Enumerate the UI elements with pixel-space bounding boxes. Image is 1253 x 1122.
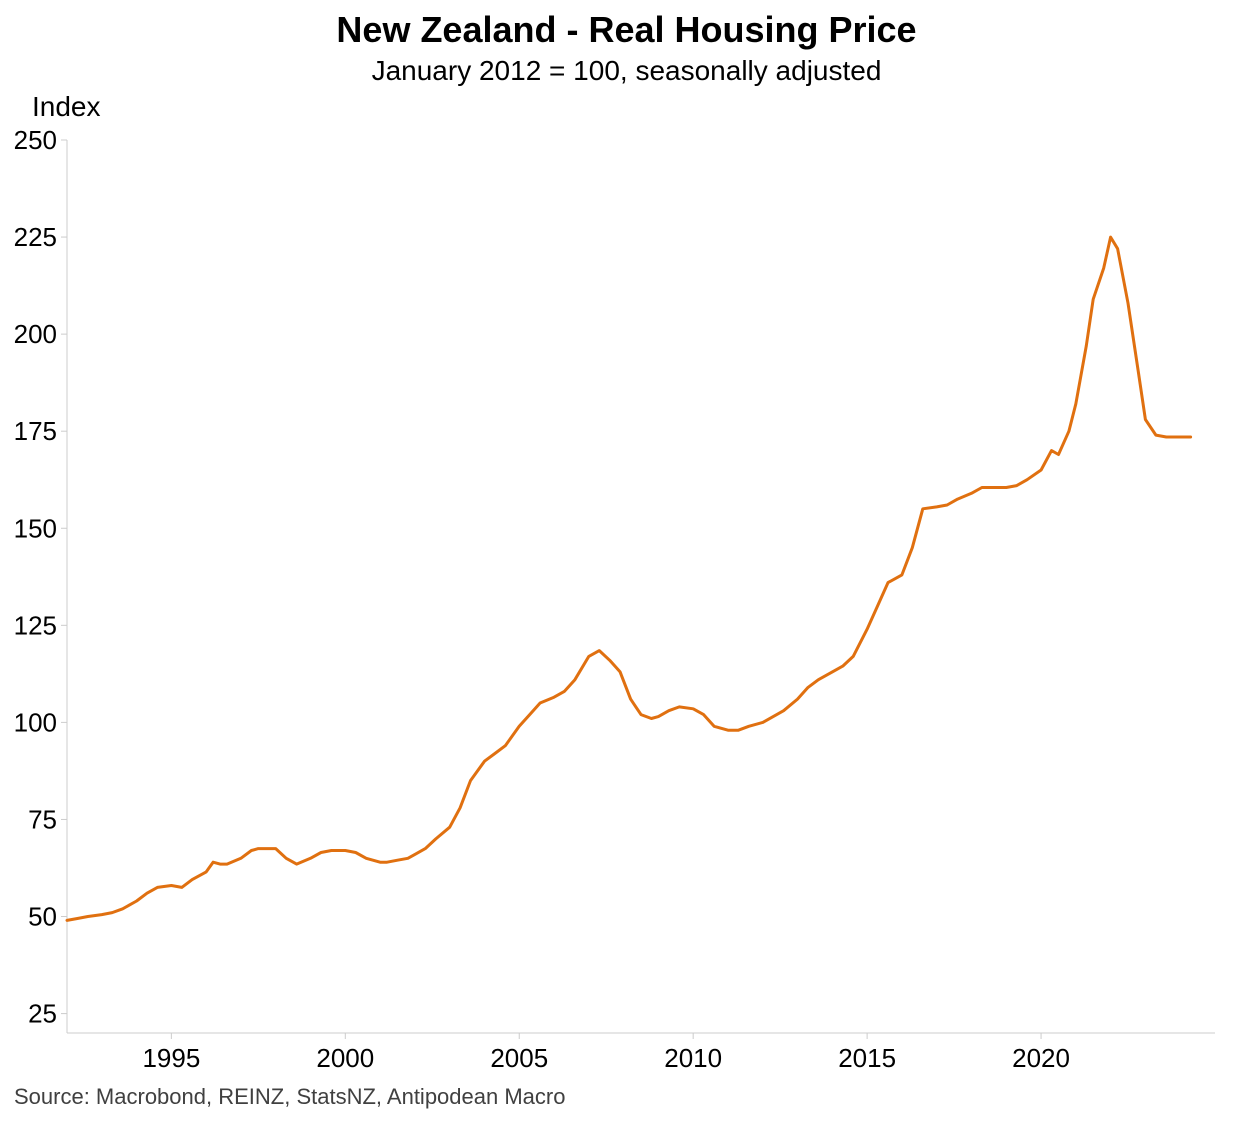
- y-tick-label: 25: [28, 999, 57, 1029]
- x-tick-label: 2005: [490, 1043, 548, 1073]
- y-tick-label: 50: [28, 902, 57, 932]
- series-line: [65, 235, 1193, 922]
- y-axis-label: Index: [32, 91, 101, 122]
- line-chart: 25 50 75 100 125 150 175 200 225 250 1995 2000 2005 2…: [14, 125, 1215, 1073]
- y-tick-label: 200: [14, 319, 57, 349]
- y-tick-label: 225: [14, 222, 57, 252]
- x-tick-label: 2010: [664, 1043, 722, 1073]
- y-tick-label: 75: [28, 804, 57, 834]
- x-tick-label: 1995: [142, 1043, 200, 1073]
- y-tick-label: 150: [14, 513, 57, 543]
- x-tick-label: 2020: [1012, 1043, 1070, 1073]
- series-group: [65, 235, 1193, 922]
- x-tick-label: 2015: [838, 1043, 896, 1073]
- y-tick-label: 125: [14, 610, 57, 640]
- x-tick-label: 2000: [316, 1043, 374, 1073]
- chart-subtitle: January 2012 = 100, seasonally adjusted: [371, 55, 882, 86]
- y-tick-label: 250: [14, 125, 57, 155]
- y-tick-label: 100: [14, 707, 57, 737]
- chart-title: New Zealand - Real Housing Price: [336, 9, 917, 50]
- y-tick-label: 175: [14, 416, 57, 446]
- source-note: Source: Macrobond, REINZ, StatsNZ, Antip…: [14, 1084, 566, 1109]
- ticks-group: 25 50 75 100 125 150 175 200 225 250 1995 2000 2005 2…: [14, 125, 1070, 1073]
- axes-group: [66, 140, 1215, 1034]
